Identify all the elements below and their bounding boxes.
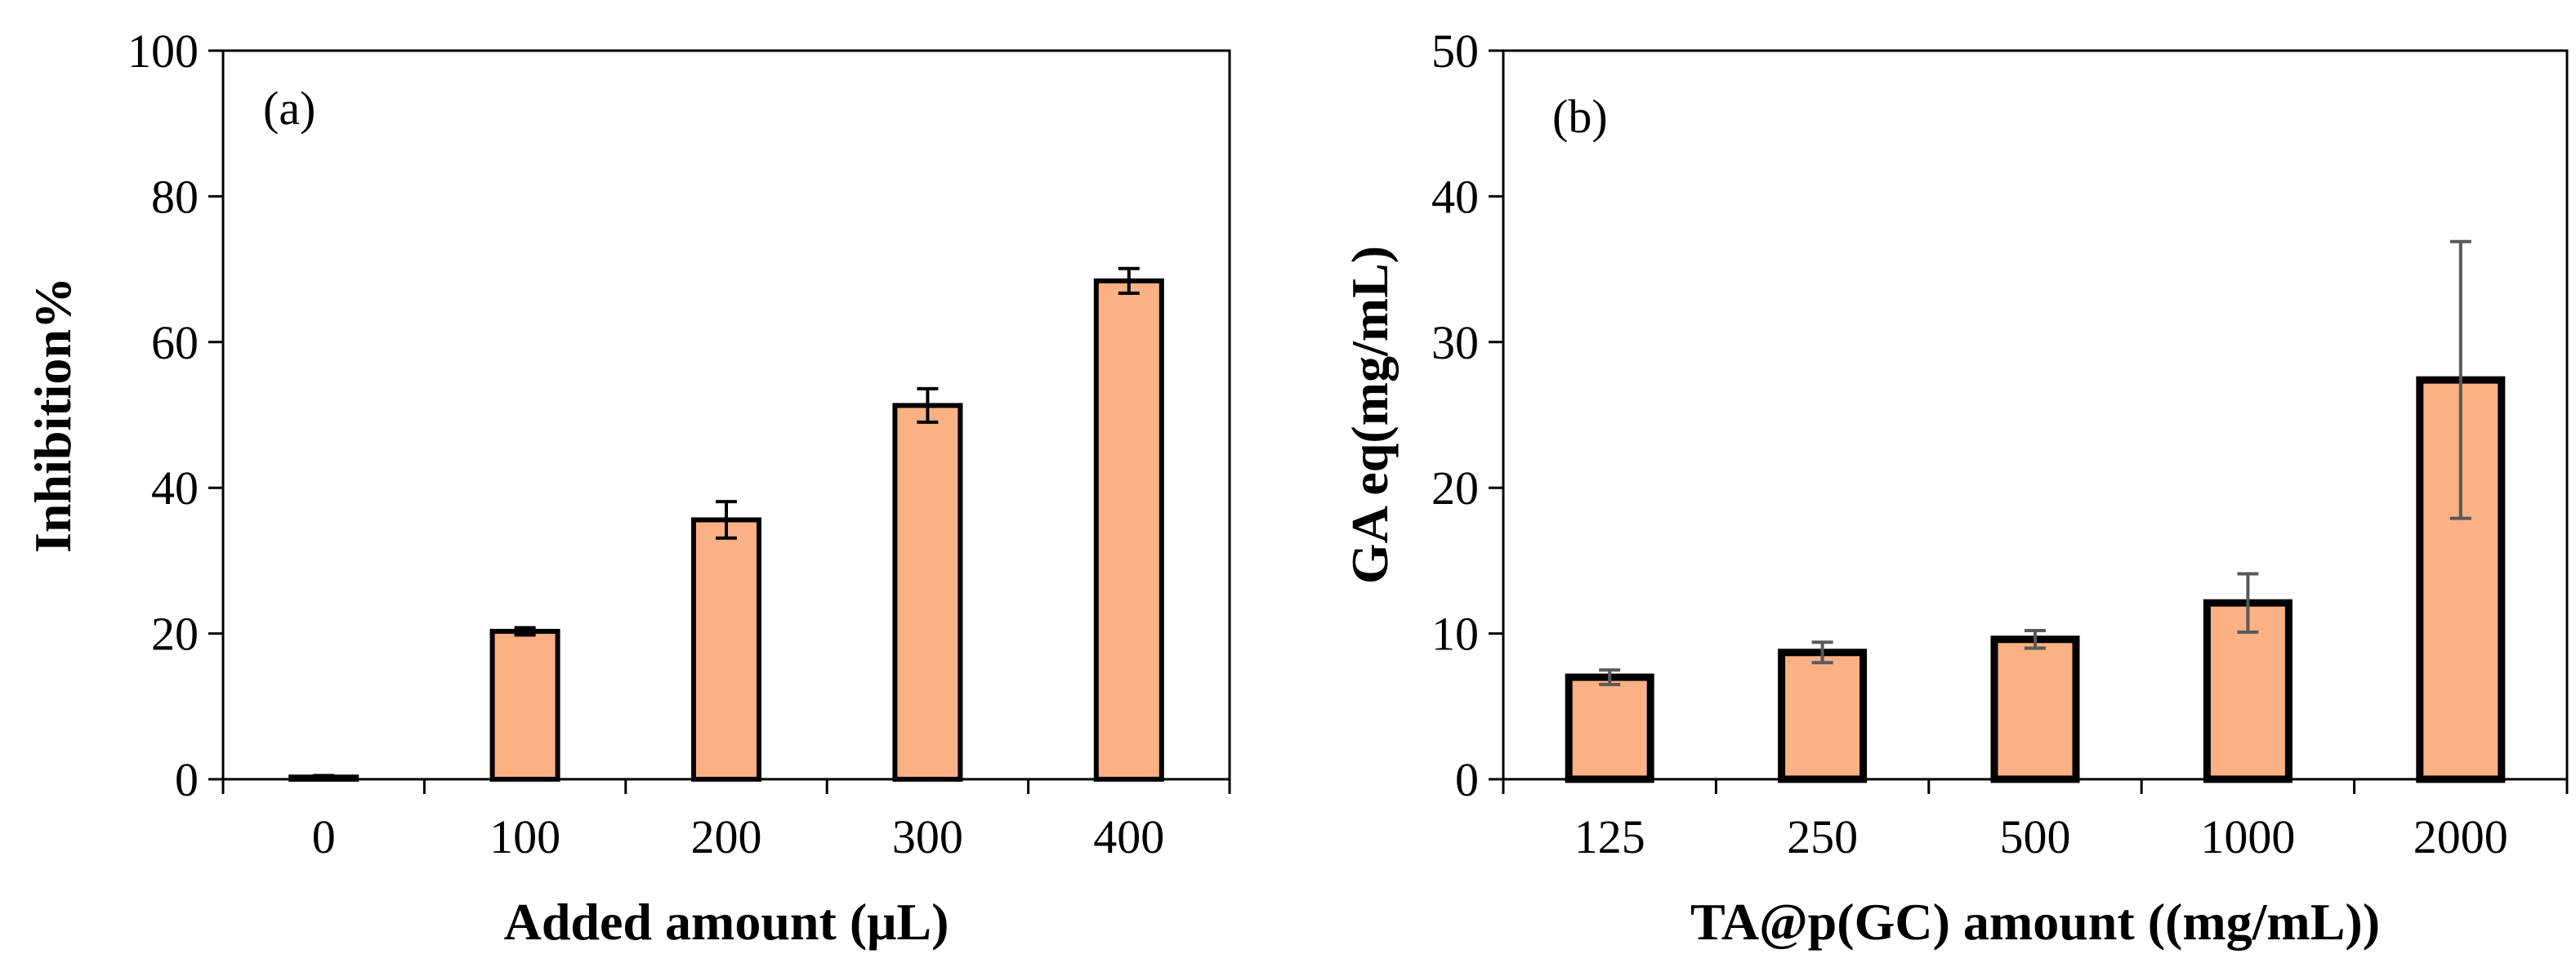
panel-a-bar-200 [691, 517, 761, 782]
panel-b-bar-250 [1778, 649, 1868, 783]
panel-a-bar-300 [892, 403, 963, 782]
panel-a-bar-100 [489, 628, 560, 783]
panel-a-y-tick-label: 0 [175, 753, 199, 806]
panel-b-x-tick-label-500: 500 [2000, 810, 2071, 863]
panel-a-error-bars [313, 266, 1140, 781]
panel-b-y-axis-title: GA eq(mg/mL) [1341, 246, 1399, 584]
panel-b-y-tick-label: 30 [1431, 316, 1479, 369]
panel-a-x-tick-label-0: 0 [312, 810, 336, 863]
panel-b-y-tick-label: 10 [1431, 608, 1479, 661]
panel-b-bar-125 [1565, 673, 1654, 783]
panel-a-x-tick-label-100: 100 [489, 810, 560, 863]
panel-b-y-tick-label: 0 [1455, 753, 1479, 806]
panel-a-y-tick-label: 100 [127, 25, 199, 78]
panel-b-bars [1565, 376, 2506, 783]
panel-b-y-tick-label: 50 [1431, 25, 1479, 78]
panel-a-bars [288, 278, 1164, 783]
panel-a-x-tick-label-300: 300 [892, 810, 963, 863]
panel-b-x-tick-label-250: 250 [1787, 810, 1858, 863]
panel-b-x-tick-label-125: 125 [1574, 810, 1645, 863]
panel-a-y-ticks: 0 20 40 60 80 100 [127, 25, 223, 806]
panel-a-y-tick-label: 20 [151, 608, 199, 661]
panel-a-y-tick-label: 80 [151, 170, 199, 223]
panel-a-x-tick-label-200: 200 [691, 810, 762, 863]
panel-a-y-axis-title: Inhibition% [24, 277, 82, 553]
panel-b-x-ticks: 125 250 500 1000 2000 [1502, 779, 2569, 863]
panel-b-chart: 0 10 20 30 40 50 125 250 500 1000 2000 (b) TA@p(G… [1341, 25, 2569, 951]
panel-b-label: (b) [1552, 90, 1608, 143]
panel-a-chart: 0 20 40 60 80 100 0 100 200 300 400 (a) Added amo… [24, 25, 1231, 951]
panel-b-y-tick-label: 40 [1431, 170, 1479, 223]
panel-a-x-ticks: 0 100 200 300 400 [221, 779, 1231, 863]
panel-b-x-axis-title: TA@p(GC) amount ((mg/mL)) [1690, 893, 2380, 951]
panel-b-bar-500 [1990, 635, 2080, 783]
panel-a-label: (a) [263, 82, 315, 135]
panel-b-error-bars [1599, 239, 2471, 687]
panel-b-x-tick-label-2000: 2000 [2413, 810, 2508, 863]
panel-b-x-tick-label-1000: 1000 [2200, 810, 2295, 863]
panel-a-x-axis-title: Added amount (μL) [504, 893, 949, 951]
panel-a-y-tick-label: 60 [151, 316, 199, 369]
panel-a-y-tick-label: 40 [151, 461, 199, 515]
panel-a-bar-400 [1093, 278, 1164, 782]
panel-a-x-tick-label-400: 400 [1093, 810, 1164, 863]
panel-b-y-ticks: 0 10 20 30 40 50 [1431, 25, 1503, 806]
panel-b-y-tick-label: 20 [1431, 461, 1479, 515]
